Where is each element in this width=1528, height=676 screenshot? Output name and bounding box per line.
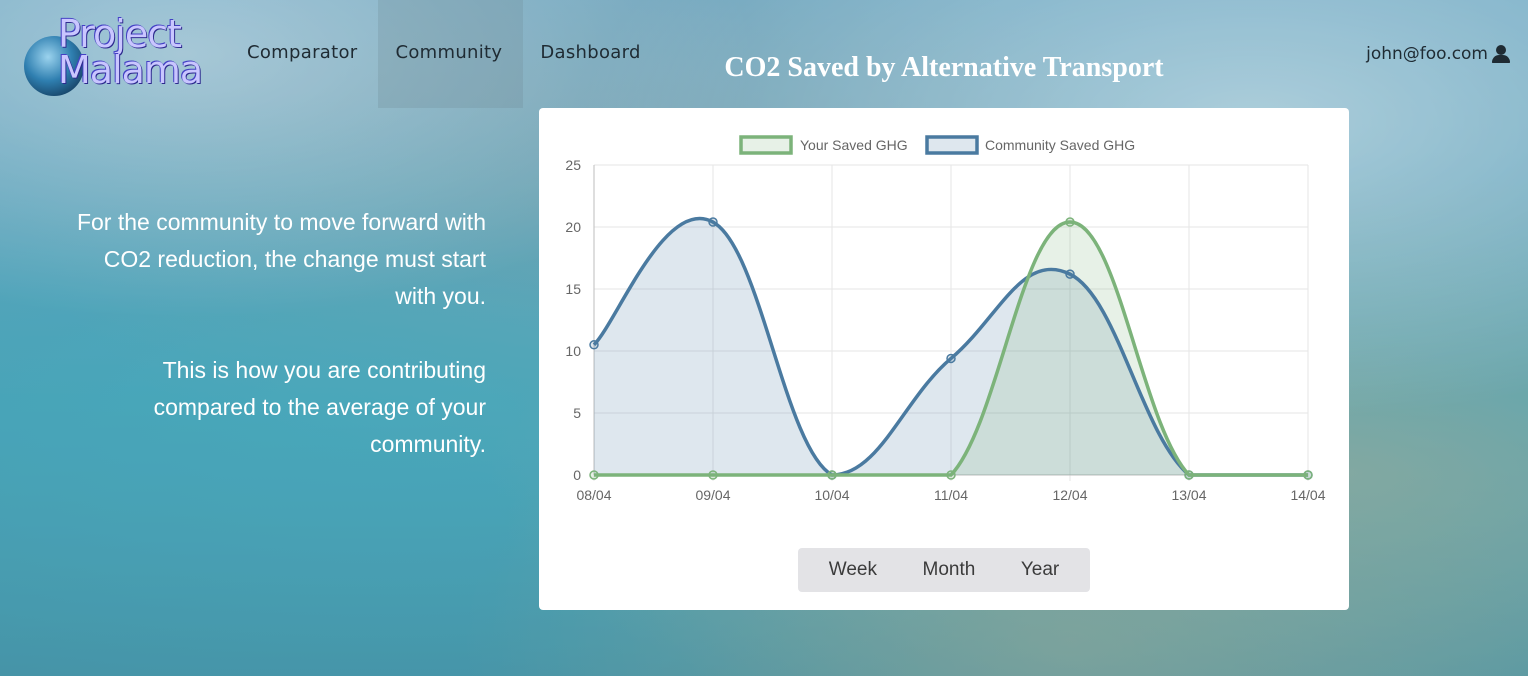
nav-community[interactable]: Community — [378, 0, 524, 108]
y-tick-label: 25 — [565, 157, 581, 173]
legend-label: Your Saved GHG — [800, 137, 908, 153]
nav-comparator[interactable]: Comparator — [247, 42, 358, 63]
data-point — [1065, 217, 1075, 227]
data-point — [1065, 269, 1075, 279]
data-point — [1184, 470, 1194, 480]
chart-card: 0 5 10 15 20 25 08/04 09/04 10/04 11/04 12/04 13/04… — [539, 108, 1349, 610]
logo-line-2: Malama — [58, 48, 203, 92]
x-tick-label: 10/04 — [814, 487, 849, 503]
legend-swatch — [925, 135, 979, 155]
globe-icon — [24, 36, 84, 96]
data-point — [946, 470, 956, 480]
y-tick-label: 20 — [565, 219, 581, 235]
user-icon — [1492, 45, 1510, 63]
legend-label: Community Saved GHG — [985, 137, 1135, 153]
series-line-1 — [592, 217, 1308, 477]
y-tick-label: 5 — [573, 405, 581, 421]
x-tick-label: 11/04 — [934, 487, 968, 503]
intro-paragraph-1: For the community to move forward with C… — [76, 209, 486, 309]
x-tick-label: 12/04 — [1052, 487, 1087, 503]
data-point — [708, 470, 718, 480]
user-menu[interactable]: john@foo.com — [1366, 44, 1510, 64]
project-malama-logo[interactable]: Project Malama — [24, 12, 214, 96]
period-selector: Week Month Year — [798, 548, 1090, 592]
data-point — [946, 353, 956, 364]
month-button[interactable]: Month — [922, 559, 976, 580]
x-tick-label: 08/04 — [576, 487, 611, 503]
chart-title: CO2 Saved by Alternative Transport — [724, 52, 1164, 83]
legend-swatch — [739, 135, 793, 155]
y-tick-label: 10 — [565, 343, 581, 359]
series-line-0 — [594, 220, 1308, 477]
y-tick-label: 15 — [565, 281, 581, 297]
year-button[interactable]: Year — [1020, 559, 1060, 580]
y-tick-label: 0 — [573, 467, 581, 483]
user-email: john@foo.com — [1366, 44, 1488, 64]
x-tick-label: 13/04 — [1171, 487, 1206, 503]
intro-text: For the community to move forward with C… — [60, 204, 486, 500]
data-point — [827, 470, 837, 480]
data-point — [1303, 470, 1313, 480]
co2-chart: 0 5 10 15 20 25 08/04 09/04 10/04 11/04 12/04 13/04… — [565, 135, 1326, 503]
data-point — [708, 217, 718, 227]
data-point — [589, 470, 599, 480]
logo-line-1: Project — [58, 12, 182, 56]
series-area-1 — [594, 218, 1308, 475]
intro-paragraph-2: This is how you are contributing compare… — [153, 357, 486, 457]
week-button[interactable]: Week — [828, 559, 877, 580]
data-point — [589, 340, 599, 350]
nav-dashboard[interactable]: Dashboard — [540, 42, 641, 63]
x-tick-label: 14/04 — [1290, 487, 1325, 503]
main-nav: Comparator Community Dashboard — [230, 0, 662, 108]
series-area-0 — [594, 222, 1308, 475]
logo-text: Project Malama — [58, 12, 203, 92]
x-tick-label: 09/04 — [695, 487, 730, 503]
